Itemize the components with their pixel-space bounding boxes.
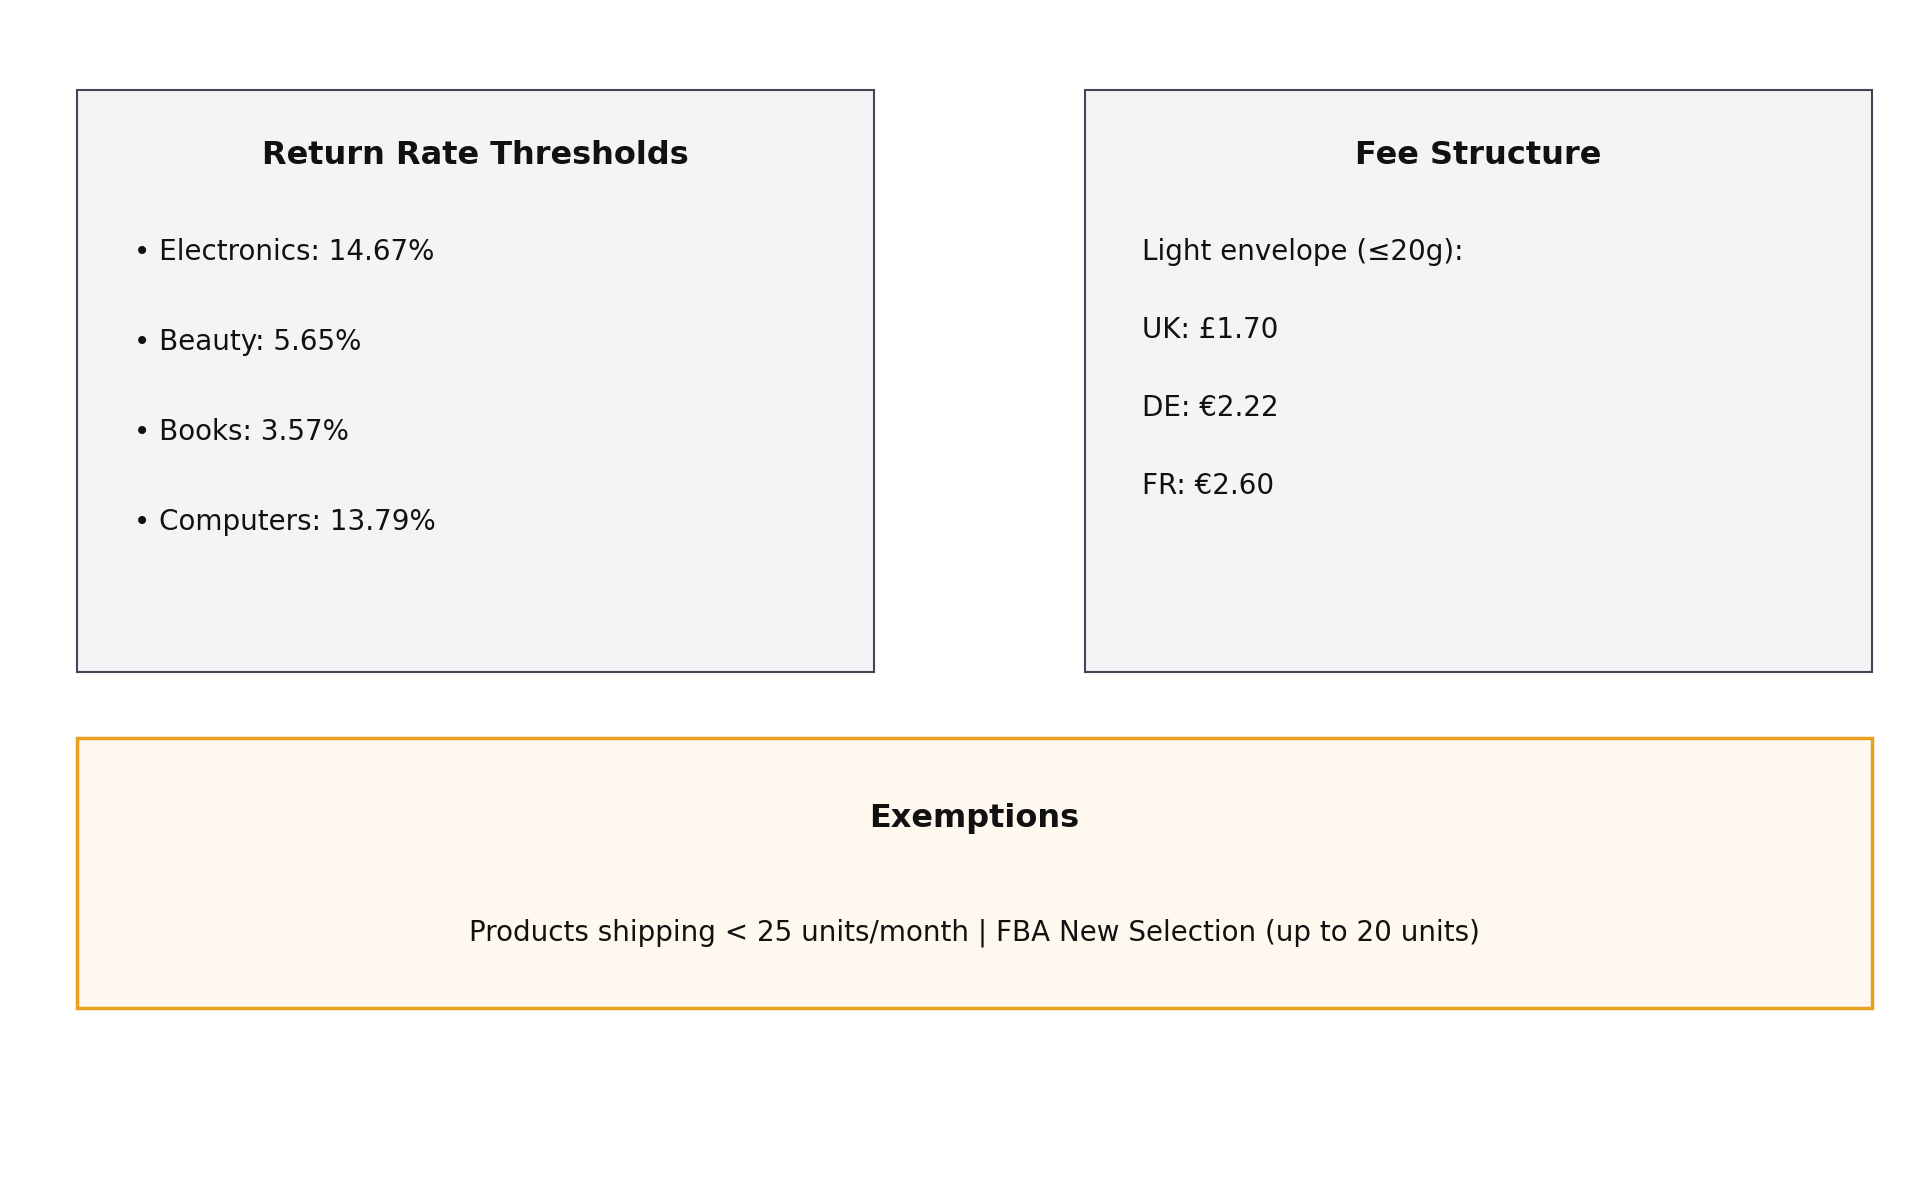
Text: Fee Structure: Fee Structure: [1356, 140, 1601, 172]
Text: Light envelope (≤20g):: Light envelope (≤20g):: [1142, 238, 1463, 266]
Text: Exemptions: Exemptions: [870, 804, 1079, 834]
Text: DE: €2.22: DE: €2.22: [1142, 394, 1279, 422]
Text: • Beauty: 5.65%: • Beauty: 5.65%: [134, 328, 361, 356]
Text: • Electronics: 14.67%: • Electronics: 14.67%: [134, 238, 434, 266]
Text: Return Rate Thresholds: Return Rate Thresholds: [261, 140, 689, 172]
Text: • Computers: 13.79%: • Computers: 13.79%: [134, 508, 436, 536]
Text: FR: €2.60: FR: €2.60: [1142, 472, 1275, 500]
Text: Products shipping < 25 units/month | FBA New Selection (up to 20 units): Products shipping < 25 units/month | FBA…: [468, 918, 1480, 947]
FancyBboxPatch shape: [77, 90, 874, 672]
FancyBboxPatch shape: [77, 738, 1872, 1008]
Text: • Books: 3.57%: • Books: 3.57%: [134, 418, 349, 446]
Text: UK: £1.70: UK: £1.70: [1142, 316, 1279, 344]
FancyBboxPatch shape: [1085, 90, 1872, 672]
